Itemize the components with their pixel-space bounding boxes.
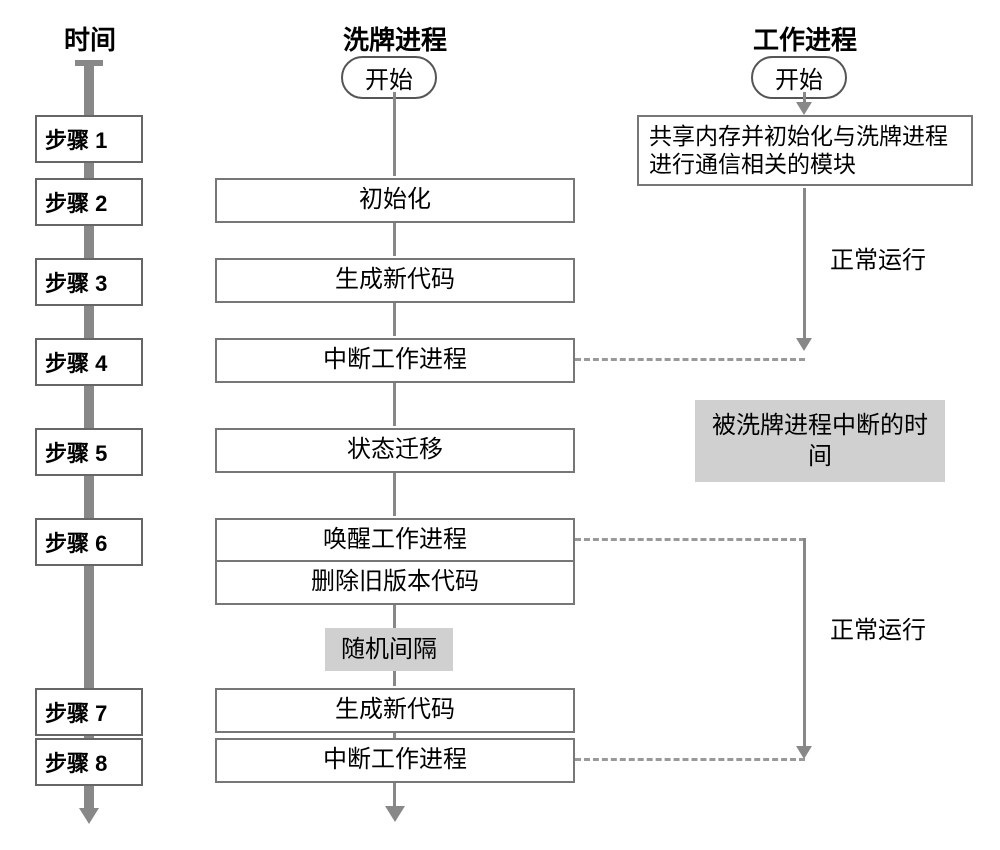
- step-box-8: 步骤 8: [35, 738, 143, 786]
- shuffle-line-3: [393, 300, 396, 336]
- step-box-3: 步骤 3: [35, 258, 143, 306]
- normal-run-label-1: 正常运行: [830, 240, 926, 275]
- work-start-pill: 开始: [751, 56, 847, 99]
- shuffle-line-4: [393, 380, 396, 426]
- timeline-arrow-icon: [79, 808, 99, 824]
- work-arrow-1-icon: [796, 338, 812, 351]
- shuffle-line-2: [393, 220, 396, 256]
- normal-run-label-2: 正常运行: [830, 610, 926, 645]
- col-header-shuffle: 洗牌进程: [325, 20, 465, 57]
- shuffle-state-box: 状态迁移: [215, 428, 575, 473]
- shuffle-line-1: [393, 92, 396, 176]
- step-box-1: 步骤 1: [35, 115, 143, 163]
- random-interval-box: 随机间隔: [325, 628, 453, 671]
- shuffle-delete-box: 删除旧版本代码: [215, 560, 575, 605]
- step-box-5: 步骤 5: [35, 428, 143, 476]
- flowchart-diagram: 时间 洗牌进程 工作进程 步骤 1 步骤 2 步骤 3 步骤 4 步骤 5 步骤…: [15, 20, 985, 830]
- shuffle-wake-box: 唤醒工作进程: [215, 518, 575, 563]
- work-arrow-0-icon: [796, 102, 812, 115]
- step-box-4: 步骤 4: [35, 338, 143, 386]
- work-line-2: [803, 538, 806, 748]
- work-line-1: [803, 188, 806, 340]
- step-box-2: 步骤 2: [35, 178, 143, 226]
- shuffle-gen2-box: 生成新代码: [215, 688, 575, 733]
- shuffle-interrupt1-box: 中断工作进程: [215, 338, 575, 383]
- shuffle-arrow-icon: [385, 806, 405, 822]
- dash-connector-3: [575, 758, 805, 761]
- shuffle-interrupt2-box: 中断工作进程: [215, 738, 575, 783]
- step-box-7: 步骤 7: [35, 688, 143, 736]
- work-sharedmem-box: 共享内存并初始化与洗牌进程进行通信相关的模块: [637, 115, 973, 186]
- shuffle-gen1-box: 生成新代码: [215, 258, 575, 303]
- dash-connector-1: [575, 358, 805, 361]
- col-header-work: 工作进程: [735, 20, 875, 57]
- shuffle-line-5: [393, 470, 396, 516]
- shuffle-start-pill: 开始: [341, 56, 437, 99]
- interrupted-time-box: 被洗牌进程中断的时间: [695, 400, 945, 482]
- dash-connector-2: [575, 538, 805, 541]
- shuffle-init-box: 初始化: [215, 178, 575, 223]
- step-box-6: 步骤 6: [35, 518, 143, 566]
- col-header-time: 时间: [55, 20, 125, 57]
